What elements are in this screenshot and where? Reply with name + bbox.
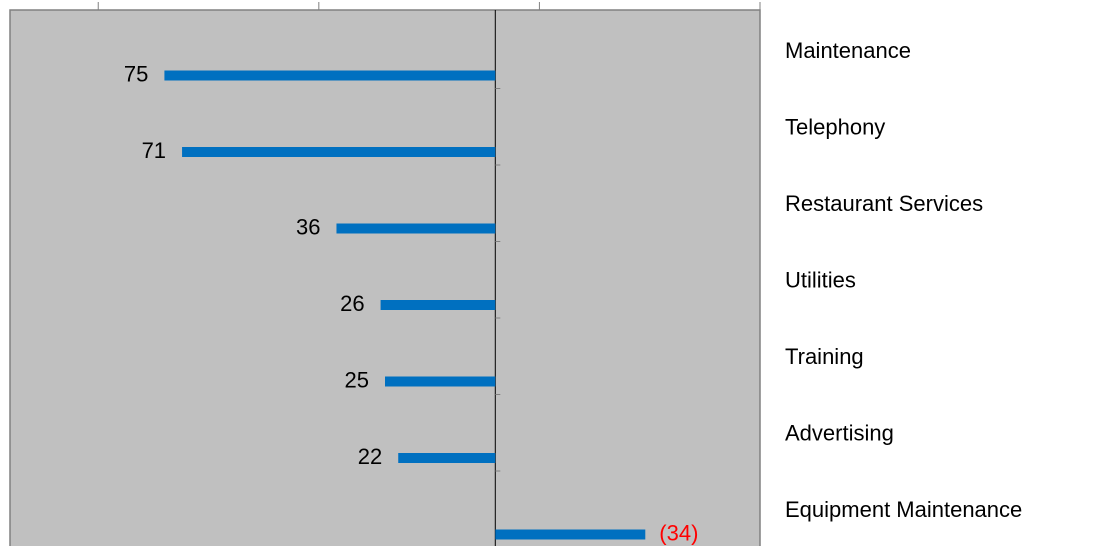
bar xyxy=(164,70,496,81)
category-label: Training xyxy=(785,344,864,369)
plot-area xyxy=(9,9,761,546)
category-label: Equipment Maintenance xyxy=(785,497,1022,522)
category-label: Advertising xyxy=(785,420,894,445)
bar xyxy=(380,300,496,310)
data-label: 26 xyxy=(340,291,364,316)
category-label: Utilities xyxy=(785,267,856,292)
category-label: Maintenance xyxy=(785,38,911,63)
data-label: 25 xyxy=(345,367,369,392)
data-label: 36 xyxy=(296,214,320,239)
bar xyxy=(336,223,496,234)
bar xyxy=(398,453,496,463)
bar xyxy=(495,529,646,540)
bar xyxy=(385,376,496,387)
data-label: (34) xyxy=(659,520,698,545)
data-label: 71 xyxy=(142,138,166,163)
data-label: 75 xyxy=(124,61,148,86)
category-label: Restaurant Services xyxy=(785,191,983,216)
category-label: Telephony xyxy=(785,114,885,139)
data-label: 22 xyxy=(358,444,382,469)
bar xyxy=(182,147,496,157)
